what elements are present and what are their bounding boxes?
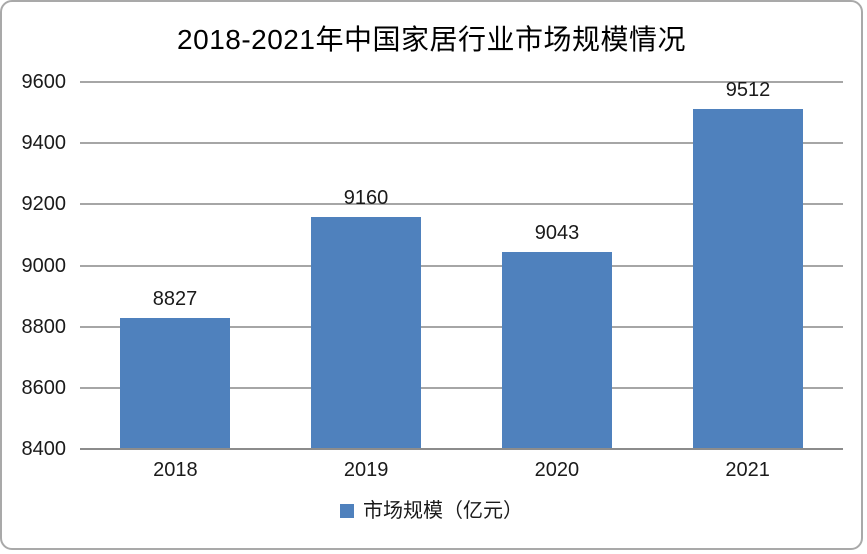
legend-marker-square <box>340 504 354 518</box>
x-tick-label-2021: 2021 <box>725 459 770 481</box>
bar-2020 <box>502 252 612 449</box>
y-tick-label-9200: 9200 <box>21 193 67 216</box>
x-tick-label-2019: 2019 <box>343 459 389 481</box>
bar-value-label-2018: 8827 <box>152 288 198 310</box>
chart-title: 2018-2021年中国家居行业市场规模情况 <box>177 24 686 55</box>
y-axis-tick-labels: 8400 8600 8800 9000 9200 9400 9600 <box>2 72 67 459</box>
gridline-y-9600 <box>80 81 843 83</box>
bar-2019 <box>311 217 421 449</box>
gridline-y-9400 <box>80 142 843 145</box>
legend-label: 市场规模（亿元） <box>363 500 523 522</box>
plot-area: 8827 9160 9043 9512 <box>80 79 843 450</box>
gridline-y-9200 <box>80 203 843 206</box>
legend: 市场规模（亿元） <box>2 501 861 521</box>
y-tick-label-9600: 9600 <box>21 71 67 93</box>
bar-2018 <box>120 318 230 449</box>
bar-value-label-2019: 9160 <box>343 187 389 209</box>
y-tick-label-9400: 9400 <box>21 132 67 155</box>
bar-2021 <box>693 109 803 449</box>
x-tick-label-2020: 2020 <box>534 459 580 481</box>
x-axis-category-labels: 2018 2019 2020 2021 <box>80 460 843 486</box>
x-axis-line <box>80 448 843 450</box>
gridline-y-8800 <box>80 325 843 328</box>
gridline-y-9000 <box>80 264 843 267</box>
x-tick-label-2018: 2018 <box>153 459 198 481</box>
bar-value-label-2020: 9043 <box>534 222 580 244</box>
y-tick-label-9000: 9000 <box>21 254 67 277</box>
gridline-y-8600 <box>80 386 843 389</box>
y-tick-label-8400: 8400 <box>21 438 67 460</box>
y-tick-label-8600: 8600 <box>21 376 67 399</box>
bar-value-label-2021: 9512 <box>725 79 771 101</box>
y-tick-label-8800: 8800 <box>21 315 67 338</box>
